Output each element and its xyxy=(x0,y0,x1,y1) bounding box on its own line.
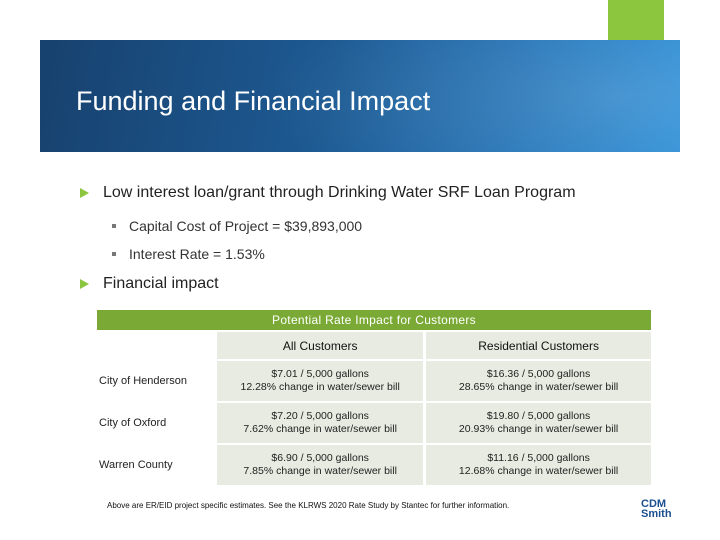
footnote: Above are ER/EID project specific estima… xyxy=(107,501,510,510)
residential-cell: $16.36 / 5,000 gallons 28.65% change in w… xyxy=(426,361,651,401)
table-row: City of Henderson $7.01 / 5,000 gallons 1… xyxy=(97,361,651,401)
triangle-bullet-icon xyxy=(80,279,89,289)
sub-bullet-interest-rate: Interest Rate = 1.53% xyxy=(112,246,265,262)
table-title: Potential Rate Impact for Customers xyxy=(97,310,651,330)
cost-text: $7.01 / 5,000 gallons xyxy=(271,368,369,380)
logo-line: CDM xyxy=(641,498,667,510)
cost-text: $6.90 / 5,000 gallons xyxy=(271,452,369,464)
change-text: 20.93% change in water/sewer bill xyxy=(458,423,619,435)
square-bullet-icon xyxy=(112,252,116,256)
sub-bullet-text: Capital Cost of Project = $39,893,000 xyxy=(129,218,363,234)
rate-impact-table: Potential Rate Impact for Customers All … xyxy=(97,308,651,487)
square-bullet-icon xyxy=(112,224,116,228)
residential-cell: $11.16 / 5,000 gallons 12.68% change in w… xyxy=(426,445,651,485)
slide-title: Funding and Financial Impact xyxy=(76,86,431,116)
all-customers-cell: $6.90 / 5,000 gallons 7.85% change in wat… xyxy=(217,445,427,485)
change-text: 7.85% change in water/sewer bill xyxy=(243,465,397,477)
bullet-loan-program: Low interest loan/grant through Drinking… xyxy=(80,184,576,202)
city-cell: City of Henderson xyxy=(97,361,218,401)
cost-text: $19.80 / 5,000 gallons xyxy=(486,410,591,422)
change-text: 12.68% change in water/sewer bill xyxy=(458,465,619,477)
sub-bullet-capital-cost: Capital Cost of Project = $39,893,000 xyxy=(112,218,362,234)
header-residential-customers: Residential Customers xyxy=(426,332,651,359)
city-cell: City of Oxford xyxy=(97,403,218,443)
cost-text: $16.36 / 5,000 gallons xyxy=(486,368,591,380)
change-text: 12.28% change in water/sewer bill xyxy=(240,381,400,393)
bullet-text: Financial impact xyxy=(103,275,219,292)
table-row: City of Oxford $7.20 / 5,000 gallons 7.62… xyxy=(97,403,651,443)
cost-text: $11.16 / 5,000 gallons xyxy=(487,452,590,464)
cost-text: $7.20 / 5,000 gallons xyxy=(271,410,369,422)
city-cell: Warren County xyxy=(97,445,218,485)
all-customers-cell: $7.01 / 5,000 gallons 12.28% change in wa… xyxy=(217,361,427,401)
bullet-financial-impact: Financial impact xyxy=(80,275,219,293)
banner-swoosh xyxy=(200,40,680,152)
change-text: 28.65% change in water/sewer bill xyxy=(458,381,619,393)
residential-cell: $19.80 / 5,000 gallons 20.93% change in w… xyxy=(426,403,651,443)
triangle-bullet-icon xyxy=(80,188,89,198)
company-logo: CDM Smith xyxy=(641,498,672,520)
table-row: Warren County $6.90 / 5,000 gallons 7.85%… xyxy=(97,445,651,485)
bullet-text: Low interest loan/grant through Drinking… xyxy=(103,184,576,201)
table-header-row: All Customers Residential Customers xyxy=(97,332,651,359)
sub-bullet-text: Interest Rate = 1.53% xyxy=(129,246,265,262)
header-all-customers: All Customers xyxy=(217,332,427,359)
change-text: 7.62% change in water/sewer bill xyxy=(243,423,397,435)
header-blank xyxy=(97,332,218,359)
title-banner: Funding and Financial Impact xyxy=(40,40,680,152)
all-customers-cell: $7.20 / 5,000 gallons 7.62% change in wat… xyxy=(217,403,427,443)
logo-line: Smith xyxy=(641,508,672,520)
